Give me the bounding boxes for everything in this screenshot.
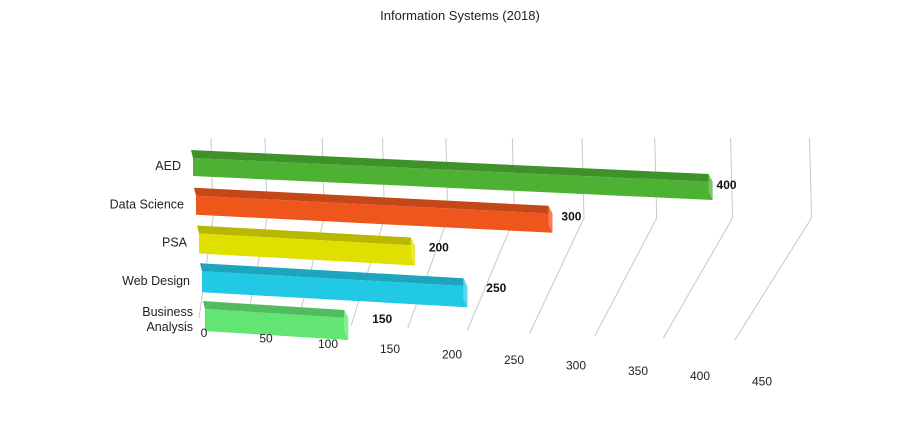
bar-1 (194, 187, 553, 233)
bar-end-face (410, 237, 415, 266)
bar-top-face (194, 187, 553, 214)
category-labels: AED Data Science PSA Web Design BusinessAnal… (110, 159, 193, 334)
x-tick-label: 0 (201, 326, 208, 340)
gridline (662, 137, 734, 339)
category-label: Data Science (110, 197, 184, 211)
x-tick-label: 250 (504, 353, 524, 367)
bar-front-face (193, 158, 713, 200)
category-label: Analysis (146, 320, 193, 334)
data-labels: 400 300 200 250 150 (372, 178, 737, 326)
x-tick-label: 100 (318, 337, 338, 351)
x-tick-label: 350 (628, 364, 648, 378)
bar-front-face (202, 271, 468, 308)
bar-top-face (200, 263, 468, 287)
bar-4 (203, 301, 349, 340)
gridline (529, 137, 585, 334)
x-tick-label: 300 (566, 358, 586, 372)
bar-front-face (205, 309, 349, 340)
bar-top-face (191, 150, 713, 182)
x-tick-label: 200 (442, 348, 462, 362)
category-label: PSA (162, 236, 188, 250)
bar-top-face (197, 225, 415, 246)
bar-end-face (708, 174, 713, 200)
chart-title: Information Systems (2018) (380, 8, 540, 23)
bar-top-face (203, 301, 349, 318)
bar-3 (200, 263, 468, 308)
gridline (734, 137, 813, 341)
data-label: 400 (717, 178, 737, 192)
data-label: 250 (486, 281, 506, 295)
x-tick-label: 150 (380, 342, 400, 356)
bar-front-face (196, 195, 553, 233)
bar-end-face (548, 205, 553, 233)
gridline (594, 137, 658, 336)
category-label: Web Design (122, 274, 190, 288)
bar-0 (191, 150, 713, 200)
bar-end-face (463, 278, 468, 308)
x-axis-ticks: 0 50 100 150 200 250 300 350 400 450 (201, 326, 773, 389)
category-label: AED (155, 159, 181, 173)
bar-front-face (199, 233, 415, 266)
bar-end-face (344, 310, 349, 340)
category-label: Business (142, 305, 193, 319)
x-tick-label: 450 (752, 375, 772, 389)
data-label: 200 (429, 241, 449, 255)
bar-2 (197, 225, 415, 266)
x-tick-label: 400 (690, 369, 710, 383)
data-label: 300 (561, 209, 581, 223)
x-tick-label: 50 (259, 331, 273, 345)
bars (191, 150, 713, 340)
data-label: 150 (372, 312, 392, 326)
